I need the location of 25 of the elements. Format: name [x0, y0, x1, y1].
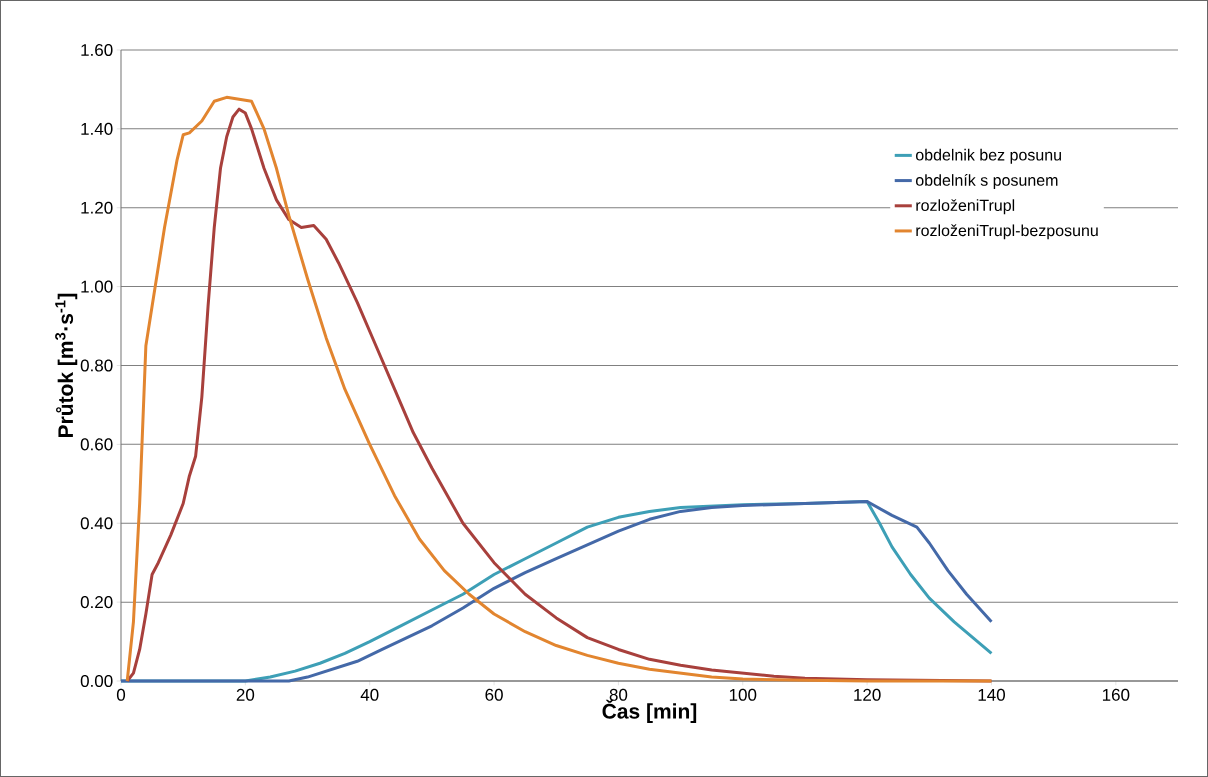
y-tick-label: 1.60: [81, 43, 113, 57]
y-tick-label: 1.40: [81, 122, 113, 135]
y-tick-label: 0.80: [80, 359, 113, 372]
legend-label: obdelník s posunem: [915, 173, 1058, 190]
x-axis-title: Čas [min]: [602, 699, 697, 723]
x-tick-label: 0: [116, 688, 126, 701]
y-tick-label: 1.20: [81, 201, 113, 214]
y-tick-label: 0.20: [80, 596, 113, 609]
line-series: [119, 500, 993, 683]
y-tick-label: 0.60: [80, 438, 113, 451]
x-tick-label: 140: [978, 688, 1005, 701]
x-tick-label: 100: [729, 688, 757, 701]
x-tick-label: 80: [609, 688, 628, 701]
x-tick-label: 60: [485, 688, 503, 701]
legend-label: obdelnik bez posunu: [915, 148, 1061, 164]
legend-label: rozloženiTrupl: [916, 199, 1015, 215]
x-tick-label: 160: [1102, 688, 1130, 701]
y-tick-label: 0.00: [80, 674, 113, 688]
x-tick-label: 120: [854, 688, 881, 701]
y-tick-label: 1.00: [81, 280, 113, 293]
y-tick-label: 0.40: [80, 517, 113, 530]
legend-label: rozloženiTrupl-bezposunu: [916, 224, 1098, 240]
x-tick-label: 40: [360, 688, 379, 701]
x-tick-label: 20: [236, 688, 255, 701]
y-axis-title: Průtok [m$^{3}$·s$^{-1}$]: [55, 293, 78, 438]
